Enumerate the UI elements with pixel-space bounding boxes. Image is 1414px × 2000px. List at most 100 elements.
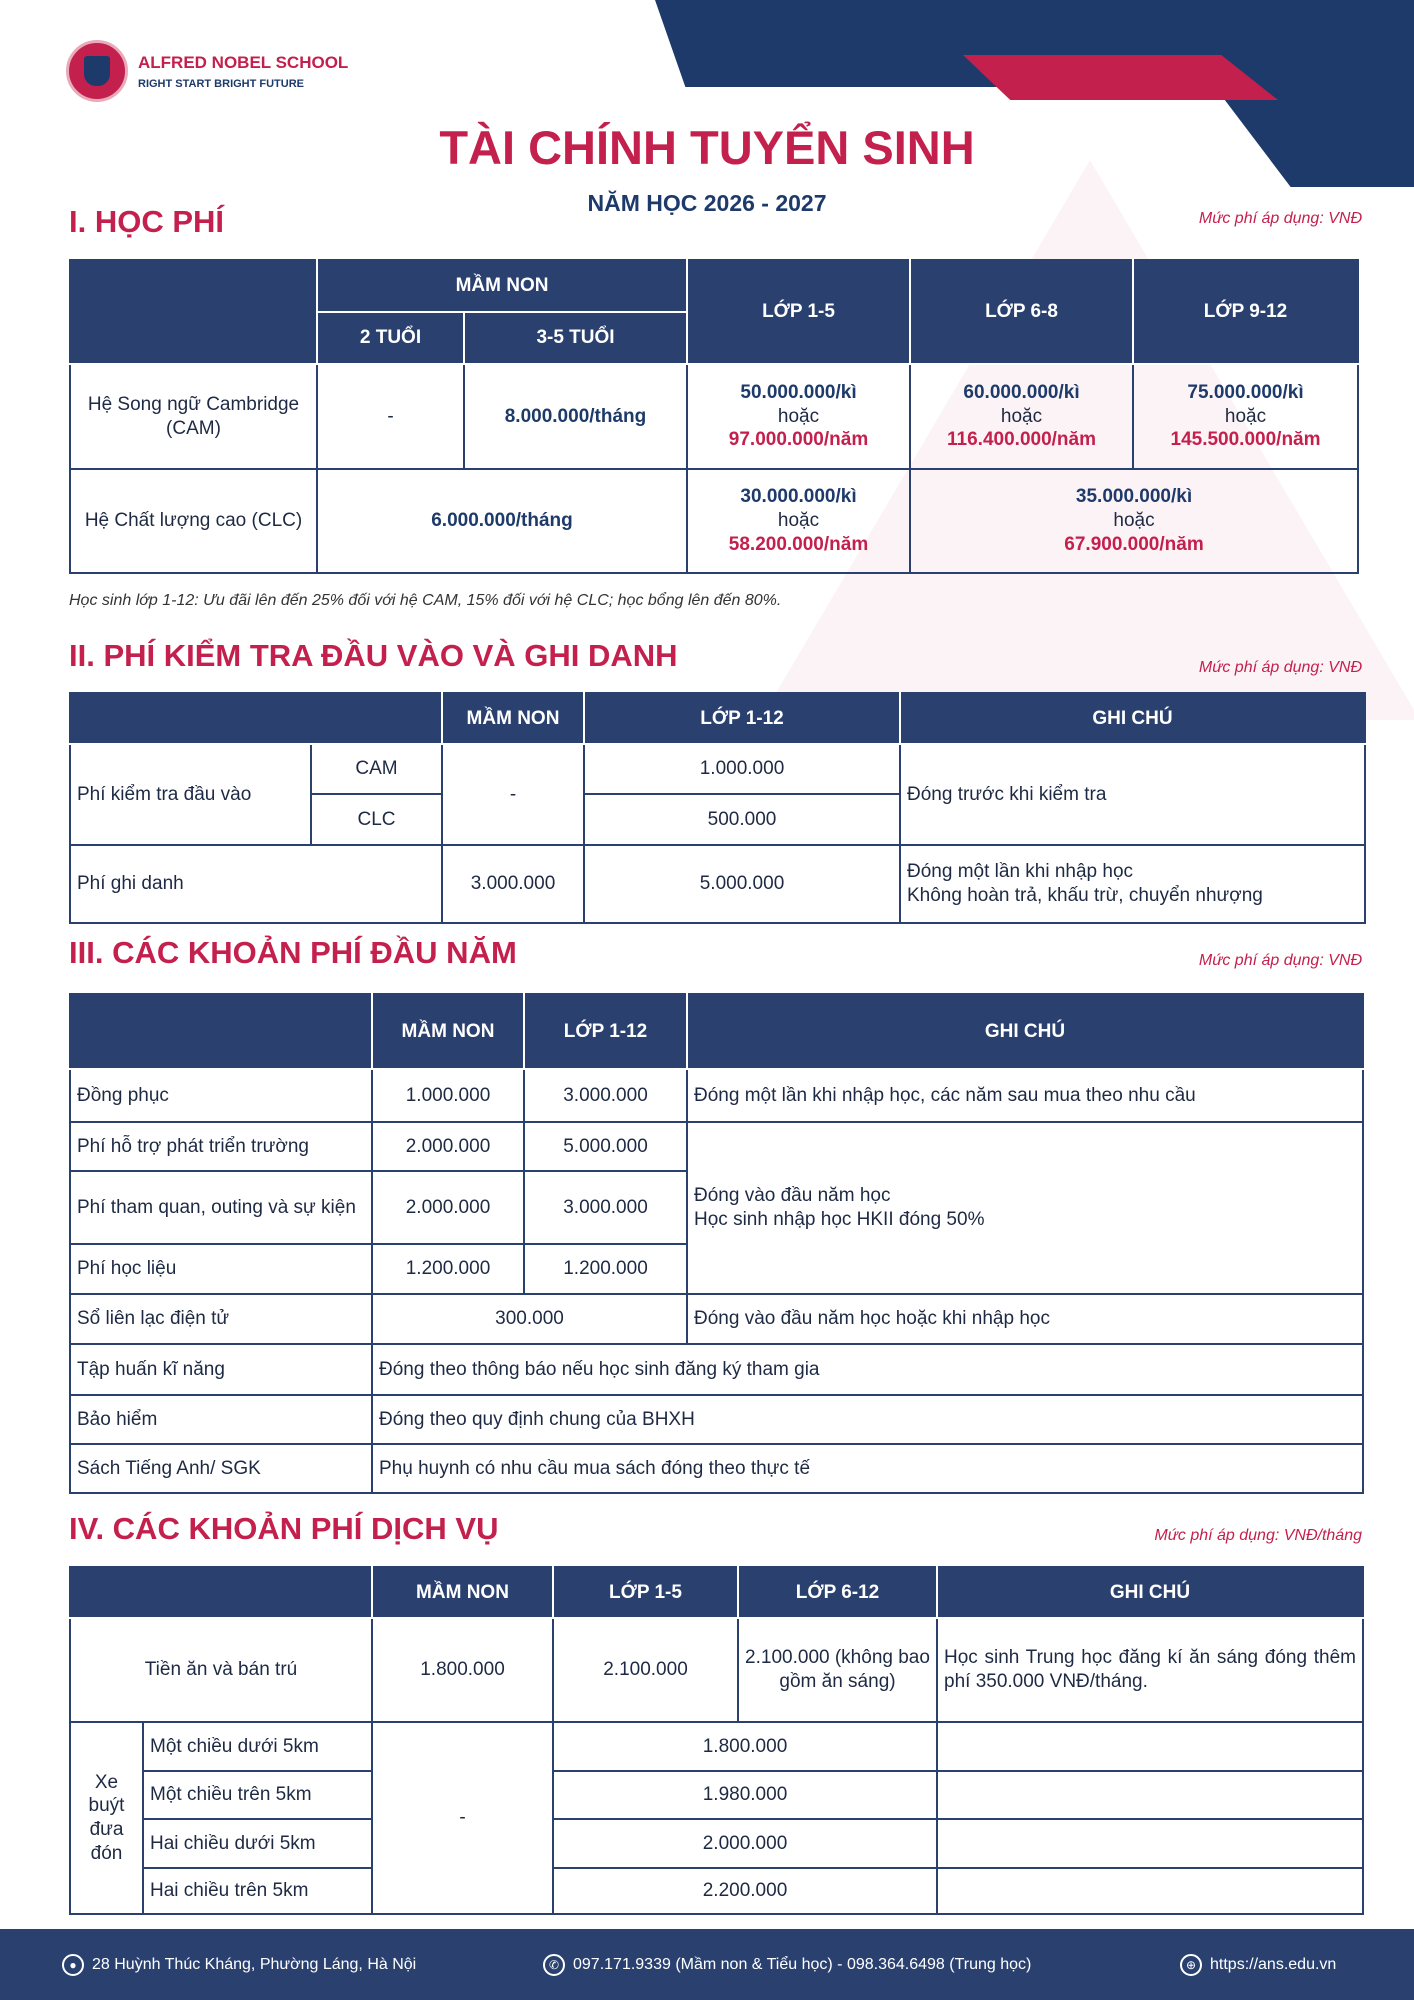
- footer-website-link[interactable]: https://ans.edu.vn: [1210, 1955, 1337, 1973]
- cell: 3.000.000: [523, 1170, 688, 1245]
- cell: 500.000: [583, 793, 901, 846]
- cell: Đóng theo quy định chung của BHXH: [371, 1394, 1364, 1445]
- row-label-cam: Hệ Song ngữ Cambridge (CAM): [69, 363, 318, 470]
- page-subtitle: NĂM HỌC 2026 - 2027: [587, 190, 827, 216]
- cell: [936, 1867, 1364, 1915]
- cell: Đóng vào đầu năm học hoặc khi nhập học: [686, 1293, 1364, 1345]
- table-row: Hệ Chất lượng cao (CLC) 6.000.000/tháng …: [69, 468, 1360, 574]
- table-row: Một chiều trên 5km 1.980.000: [70, 1770, 1364, 1820]
- header-mam-non: MẦM NON: [371, 993, 525, 1070]
- or-text: hoặc: [777, 405, 820, 427]
- cell: [936, 1721, 1364, 1772]
- header-note: GHI CHÚ: [686, 993, 1364, 1070]
- table-row: Phí tham quan, outing và sự kiện 2.000.00…: [69, 1170, 1363, 1245]
- table-row: CLC 500.000: [70, 793, 1365, 846]
- row-label: Hai chiều dưới 5km: [142, 1818, 373, 1869]
- cell: CLC: [310, 793, 443, 846]
- header-band-red: [963, 55, 1278, 100]
- header-mam-non: MẦM NON: [315, 259, 689, 313]
- note-line: Đóng vào đầu năm học: [694, 1185, 891, 1207]
- header-mam-non: MẦM NON: [441, 692, 585, 745]
- school-logo: ALFRED NOBEL SCHOOL RIGHT START BRIGHT F…: [66, 40, 348, 102]
- cell: 1.800.000: [371, 1617, 554, 1723]
- or-text: hoặc: [1224, 405, 1267, 427]
- cell: [936, 1818, 1364, 1869]
- phone-icon: ✆: [543, 1953, 565, 1976]
- cell: Học sinh Trung học đăng kí ăn sáng đóng …: [936, 1617, 1364, 1723]
- cell: [936, 1770, 1364, 1820]
- entrance-fee-table: MẦM NON LỚP 1-12 GHI CHÚ Phí kiểm tra đầu …: [69, 692, 1366, 924]
- footer-address: 28 Huỳnh Thúc Kháng, Phường Láng, Hà Nội: [92, 1955, 417, 1973]
- location-pin-icon: ●: [62, 1953, 84, 1976]
- header-grade-6-8: LỚP 6-8: [909, 259, 1135, 365]
- cell: Đóng theo thông báo nếu học sinh đăng ký…: [371, 1343, 1364, 1396]
- section-4-heading: IV. CÁC KHOẢN PHÍ DỊCH VỤ: [69, 1511, 499, 1546]
- row-label: Đồng phục: [69, 1068, 373, 1123]
- row-label: Phí ghi danh: [69, 844, 443, 924]
- table-row: Sổ liên lạc điện tử 300.000 Đóng vào đầu n…: [69, 1293, 1364, 1345]
- cell: Đóng trước khi kiểm tra: [899, 743, 1366, 846]
- row-label: Sổ liên lạc điện tử: [69, 1293, 373, 1345]
- cell: 1.000.000: [371, 1068, 525, 1123]
- header-empty: [69, 993, 373, 1070]
- row-label: Sách Tiếng Anh/ SGK: [69, 1443, 373, 1494]
- cell: CAM: [310, 743, 443, 795]
- row-label: Phí tham quan, outing và sự kiện: [69, 1170, 373, 1245]
- row-label-bus: Xe buýt đưa đón: [69, 1721, 144, 1915]
- table-row: Tiền ăn và bán trú 1.800.000 2.100.000 2.10…: [69, 1617, 1364, 1723]
- tuition-note: Học sinh lớp 1-12: Ưu đãi lên đến 25% đố…: [69, 592, 782, 609]
- header-note: GHI CHÚ: [899, 692, 1366, 745]
- fee-year: 116.400.000/năm: [947, 429, 1096, 451]
- section-3-heading: III. CÁC KHOẢN PHÍ ĐẦU NĂM: [69, 935, 517, 970]
- table-row: Hai chiều dưới 5km 2.000.000: [70, 1818, 1364, 1869]
- table-row: Hai chiều trên 5km 2.200.000: [70, 1867, 1364, 1915]
- cell: -: [371, 1721, 554, 1915]
- cell: -: [316, 363, 465, 470]
- table-row: Tập huấn kĩ năng Đóng theo thông báo nếu …: [69, 1343, 1364, 1396]
- cell: 50.000.000/kì hoặc 97.000.000/năm: [686, 363, 912, 470]
- cell: 6.000.000/tháng: [315, 468, 689, 574]
- fee-term: 75.000.000/kì: [1187, 381, 1304, 403]
- cell: 300.000: [371, 1293, 688, 1345]
- page-title: TÀI CHÍNH TUYỂN SINH: [439, 121, 975, 174]
- table-row: Phí học liệu 1.200.000 1.200.000: [69, 1243, 1363, 1295]
- header-grade-1-12: LỚP 1-12: [583, 692, 901, 745]
- footer: ● 28 Huỳnh Thúc Kháng, Phường Láng, Hà Nộ…: [0, 1929, 1414, 2000]
- table-row: Bảo hiểm Đóng theo quy định chung của BHX…: [69, 1394, 1364, 1445]
- row-label: Tiền ăn và bán trú: [69, 1617, 373, 1723]
- fee-term: 50.000.000/kì: [740, 381, 857, 403]
- footer-phone[interactable]: 097.171.9339 (Mầm non & Tiểu học) - 098.…: [573, 1955, 1032, 1973]
- service-fee-table: MẦM NON LỚP 1-5 LỚP 6-12 GHI CHÚ Tiền ăn và…: [69, 1566, 1364, 1915]
- cell: 5.000.000: [523, 1121, 688, 1172]
- header-age-3-5: 3-5 TUỔI: [462, 311, 689, 365]
- header-grade-1-5: LỚP 1-5: [552, 1566, 739, 1619]
- cell: 2.200.000: [552, 1867, 938, 1915]
- globe-icon: ⊕: [1180, 1953, 1202, 1976]
- note-line: Học sinh nhập học HKII đóng 50%: [694, 1209, 985, 1230]
- fee-year: 97.000.000/năm: [728, 429, 869, 451]
- cell: 2.000.000: [371, 1121, 525, 1172]
- table-row: Đồng phục 1.000.000 3.000.000 Đóng một lần …: [69, 1068, 1364, 1123]
- cell: 1.200.000: [523, 1243, 688, 1295]
- cell: -: [441, 743, 585, 846]
- school-seal-icon: [66, 40, 128, 102]
- header-age-2: 2 TUỔI: [316, 311, 465, 365]
- row-label: Phí học liệu: [69, 1243, 373, 1295]
- table-row: Hệ Song ngữ Cambridge (CAM) - 8.000.000/…: [69, 363, 1360, 470]
- fee-term: 35.000.000/kì: [1075, 486, 1193, 508]
- fee-year: 67.900.000/năm: [1064, 533, 1204, 555]
- cell: 60.000.000/kì hoặc 116.400.000/năm: [909, 363, 1135, 470]
- cell: Đóng một lần khi nhập học Không hoàn trả,…: [899, 844, 1366, 924]
- cell: Đóng vào đầu năm học Học sinh nhập học HK…: [686, 1121, 1364, 1295]
- cell: 75.000.000/kì hoặc 145.500.000/năm: [1132, 363, 1360, 470]
- row-label: Hai chiều trên 5km: [142, 1867, 373, 1915]
- cell: 2.000.000: [371, 1170, 525, 1245]
- table-row: Phí hỗ trợ phát triển trường 2.000.000 5.0…: [69, 1121, 1364, 1295]
- row-label: Bảo hiểm: [69, 1394, 373, 1445]
- table-row: Sách Tiếng Anh/ SGK Phụ huynh có nhu cầu …: [69, 1443, 1364, 1494]
- header-empty: [69, 692, 443, 745]
- note-line: Không hoàn trả, khấu trừ, chuyển nhượng: [907, 885, 1263, 906]
- or-text: hoặc: [1000, 405, 1043, 427]
- header-note: GHI CHÚ: [936, 1566, 1364, 1619]
- annual-fee-table: MẦM NON LỚP 1-12 GHI CHÚ Đồng phục 1.000.00…: [69, 993, 1364, 1494]
